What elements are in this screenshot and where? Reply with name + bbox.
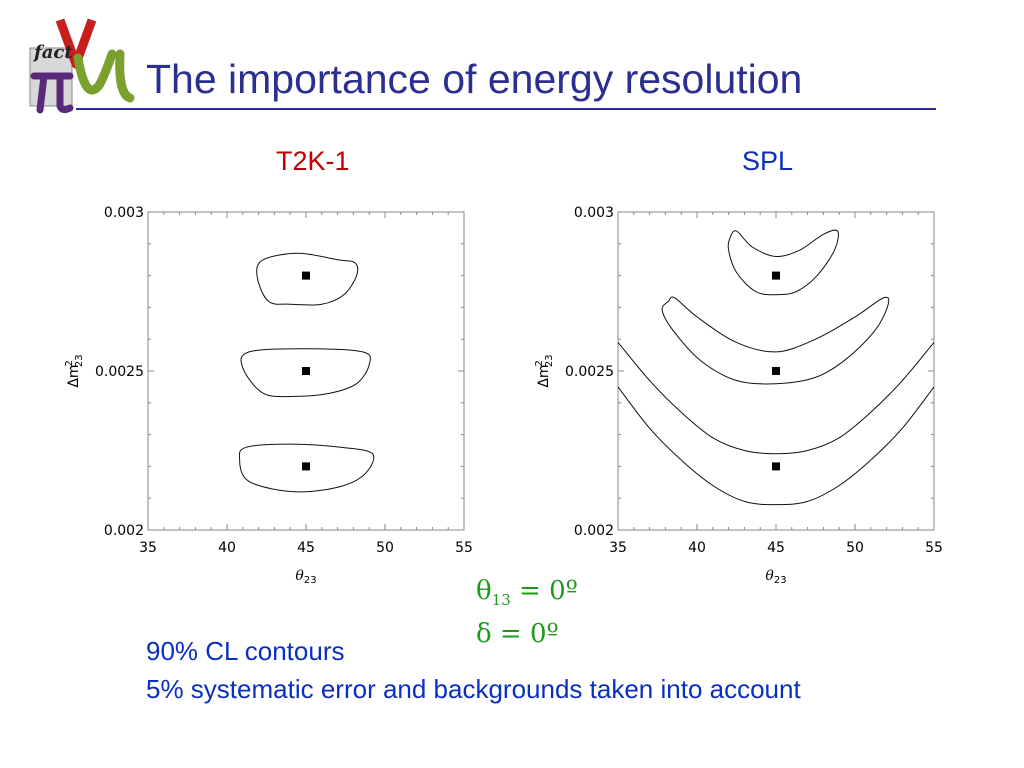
- x-axis-label: θ23: [295, 568, 316, 586]
- theta13-value: θ13 = 0º: [476, 576, 578, 610]
- x-tick-label: 40: [218, 540, 236, 556]
- y-axis-label: Δm223: [534, 354, 555, 387]
- y-tick-label: 0.003: [104, 205, 144, 221]
- parameter-values: θ13 = 0º δ = 0º: [476, 574, 578, 651]
- title-divider: [76, 108, 936, 110]
- y-axis-label: Δm223: [64, 354, 85, 387]
- nufact-logo-icon: fact: [29, 18, 135, 114]
- x-tick-label: 55: [925, 540, 943, 556]
- note-line: 90% CL contours: [146, 636, 345, 666]
- true-value-point: [302, 367, 310, 375]
- cl-contour-open: [618, 342, 934, 455]
- x-tick-label: 40: [688, 540, 706, 556]
- y-tick-label: 0.003: [574, 205, 614, 221]
- true-value-point: [772, 462, 780, 471]
- x-tick-label: 45: [297, 540, 315, 556]
- true-value-point: [302, 271, 310, 280]
- y-tick-label: 0.0025: [565, 364, 614, 380]
- contour-plot-t2k: 35 40 45 50 55 0.002 0.0025 0.003 θ23 Δm223: [64, 205, 473, 586]
- cl-contour: [240, 348, 371, 398]
- cl-contour: [238, 443, 375, 493]
- true-value-point: [772, 367, 780, 375]
- note-line: 5% systematic error and backgrounds take…: [146, 674, 801, 704]
- y-tick-label: 0.002: [574, 523, 614, 539]
- contour-group: [238, 252, 375, 493]
- x-tick-label: 45: [767, 540, 785, 556]
- plot-title-t2k: T2K-1: [276, 146, 350, 176]
- true-value-point: [772, 271, 780, 280]
- contour-plot-spl: 35 40 45 50 55 0.002 0.0025 0.003 θ23 Δm223: [534, 205, 943, 586]
- notes: 90% CL contours 5% systematic error and …: [146, 632, 801, 708]
- y-tick-label: 0.002: [104, 523, 144, 539]
- svg-text:fact: fact: [32, 42, 73, 63]
- y-tick-label: 0.0025: [95, 364, 144, 380]
- cl-contour: [256, 252, 359, 306]
- delta-value: δ = 0º: [476, 619, 559, 650]
- x-axis-label: θ23: [765, 568, 786, 586]
- x-tick-label: 50: [376, 540, 394, 556]
- plot-title-spl: SPL: [742, 146, 794, 176]
- x-tick-label: 35: [139, 540, 157, 556]
- cl-contour-open: [618, 386, 934, 506]
- x-tick-label: 55: [455, 540, 473, 556]
- cl-contour: [727, 229, 839, 296]
- slide-title: The importance of energy resolution: [146, 56, 803, 102]
- true-value-point: [302, 462, 310, 471]
- x-tick-label: 35: [609, 540, 627, 556]
- cl-contour: [661, 296, 890, 385]
- x-tick-label: 50: [846, 540, 864, 556]
- contour-group: [618, 229, 934, 506]
